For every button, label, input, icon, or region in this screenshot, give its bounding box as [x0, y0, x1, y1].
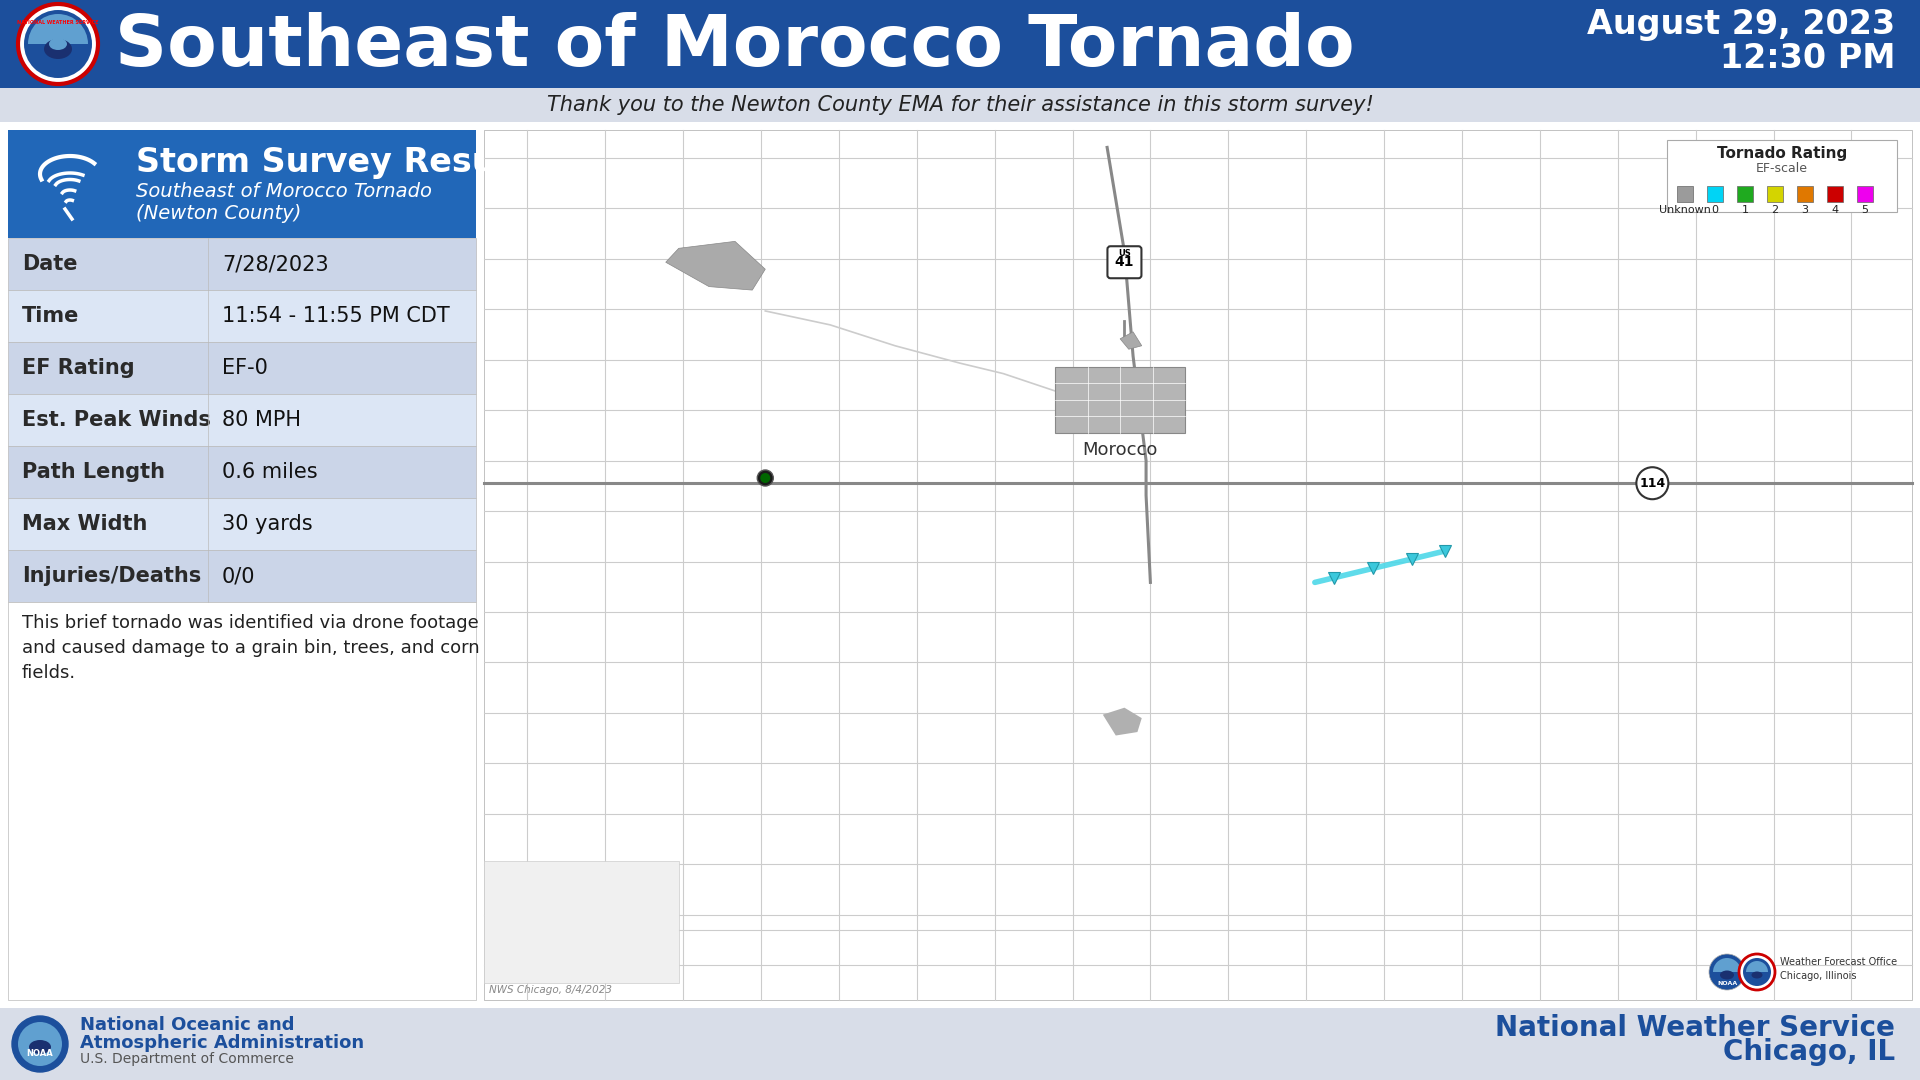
Circle shape — [17, 4, 98, 84]
Text: Thank you to the Newton County EMA for their assistance in this storm survey!: Thank you to the Newton County EMA for t… — [547, 95, 1373, 114]
Circle shape — [760, 473, 770, 483]
Bar — [1056, 366, 1185, 433]
Ellipse shape — [44, 39, 73, 59]
Ellipse shape — [1720, 971, 1734, 980]
Bar — [1857, 186, 1874, 202]
Text: 41: 41 — [1116, 255, 1135, 269]
Wedge shape — [29, 14, 88, 44]
Bar — [8, 130, 476, 238]
Bar — [0, 1008, 1920, 1080]
Circle shape — [1743, 958, 1770, 986]
Bar — [8, 291, 476, 342]
Polygon shape — [484, 861, 680, 983]
Text: 11:54 - 11:55 PM CDT: 11:54 - 11:55 PM CDT — [223, 306, 449, 326]
Text: This brief tornado was identified via drone footage
and caused damage to a grain: This brief tornado was identified via dr… — [21, 615, 480, 681]
Text: EF-0: EF-0 — [223, 357, 269, 378]
Polygon shape — [1102, 707, 1142, 735]
Text: 5: 5 — [1862, 205, 1868, 215]
Text: EF-scale: EF-scale — [1757, 162, 1809, 175]
Text: 0.6 miles: 0.6 miles — [223, 462, 317, 482]
Text: Unknown: Unknown — [1659, 205, 1711, 215]
Text: Weather Forecast Office: Weather Forecast Office — [1780, 957, 1897, 967]
Text: 80 MPH: 80 MPH — [223, 410, 301, 430]
Circle shape — [23, 10, 92, 78]
Text: 2: 2 — [1772, 205, 1778, 215]
Text: Est. Peak Winds: Est. Peak Winds — [21, 410, 211, 430]
Ellipse shape — [50, 38, 67, 50]
Text: U.S. Department of Commerce: U.S. Department of Commerce — [81, 1052, 294, 1066]
Bar — [8, 342, 476, 394]
Text: Path Length: Path Length — [21, 462, 165, 482]
Text: 4: 4 — [1832, 205, 1839, 215]
Text: Morocco: Morocco — [1083, 441, 1158, 459]
Text: Chicago, Illinois: Chicago, Illinois — [1780, 971, 1857, 981]
Circle shape — [17, 1022, 61, 1066]
Polygon shape — [1119, 332, 1142, 349]
Bar — [1766, 186, 1784, 202]
Bar — [1667, 140, 1897, 212]
Text: Max Width: Max Width — [21, 514, 148, 534]
Wedge shape — [1745, 961, 1768, 972]
Text: Storm Survey Results: Storm Survey Results — [136, 146, 543, 179]
Bar — [1797, 186, 1812, 202]
Bar — [8, 602, 476, 1000]
Circle shape — [1709, 954, 1745, 990]
Bar — [1676, 186, 1693, 202]
Text: Atmospheric Administration: Atmospheric Administration — [81, 1034, 365, 1052]
Text: National Oceanic and: National Oceanic and — [81, 1016, 294, 1034]
Text: 0/0: 0/0 — [223, 566, 255, 586]
Bar — [1707, 186, 1722, 202]
Text: NWS Chicago, 8/4/2023: NWS Chicago, 8/4/2023 — [490, 985, 612, 995]
Circle shape — [1636, 468, 1668, 499]
Bar — [8, 550, 476, 602]
Text: Chicago, IL: Chicago, IL — [1722, 1038, 1895, 1066]
Text: 114: 114 — [1640, 476, 1665, 489]
Polygon shape — [666, 241, 766, 291]
Text: August 29, 2023: August 29, 2023 — [1586, 8, 1895, 41]
FancyBboxPatch shape — [1108, 246, 1140, 279]
Bar — [8, 498, 476, 550]
Bar — [1738, 186, 1753, 202]
Bar — [484, 130, 1912, 1000]
Bar — [8, 446, 476, 498]
Bar — [0, 0, 1920, 87]
Text: 7/28/2023: 7/28/2023 — [223, 254, 328, 274]
Text: National Weather Service: National Weather Service — [1496, 1014, 1895, 1042]
Text: US: US — [1117, 248, 1131, 258]
Text: Time: Time — [21, 306, 79, 326]
Circle shape — [756, 470, 774, 486]
Text: NOAA: NOAA — [1716, 981, 1738, 986]
Text: Southeast of Morocco Tornado: Southeast of Morocco Tornado — [136, 183, 432, 201]
Text: 12:30 PM: 12:30 PM — [1720, 42, 1895, 75]
Text: (Newton County): (Newton County) — [136, 204, 301, 222]
Text: 3: 3 — [1801, 205, 1809, 215]
Text: Southeast of Morocco Tornado: Southeast of Morocco Tornado — [115, 12, 1356, 81]
Text: 1: 1 — [1741, 205, 1749, 215]
Text: EF Rating: EF Rating — [21, 357, 134, 378]
Bar — [1828, 186, 1843, 202]
Circle shape — [1740, 954, 1774, 990]
Text: 30 yards: 30 yards — [223, 514, 313, 534]
Ellipse shape — [29, 1040, 52, 1054]
Text: NATIONAL WEATHER SERVICE: NATIONAL WEATHER SERVICE — [17, 19, 98, 25]
Circle shape — [12, 1016, 67, 1072]
Bar — [8, 238, 476, 291]
Bar — [8, 394, 476, 446]
Ellipse shape — [1751, 972, 1763, 978]
Text: Injuries/Deaths: Injuries/Deaths — [21, 566, 202, 586]
Wedge shape — [1713, 958, 1741, 972]
Text: NOAA: NOAA — [27, 1049, 54, 1058]
Bar — [0, 87, 1920, 122]
Text: Date: Date — [21, 254, 77, 274]
Text: 0: 0 — [1711, 205, 1718, 215]
Text: Tornado Rating: Tornado Rating — [1716, 146, 1847, 161]
